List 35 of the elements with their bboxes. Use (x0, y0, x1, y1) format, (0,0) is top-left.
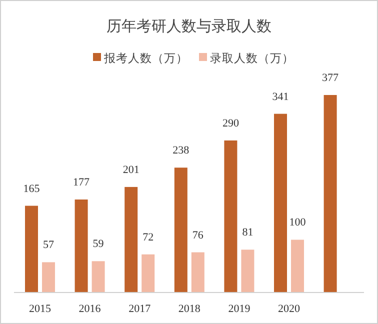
x-tick-label: 2015 (29, 303, 52, 315)
data-label: 72 (142, 231, 154, 244)
bar (25, 206, 38, 292)
x-tick-label: 2017 (128, 303, 152, 315)
data-label: 377 (322, 72, 340, 84)
x-tick-label: 2018 (178, 303, 201, 315)
data-label: 57 (43, 239, 54, 252)
legend-label: 报考人数（万） (103, 51, 188, 65)
data-label: 290 (222, 117, 240, 130)
x-tick-label: 2019 (228, 303, 251, 315)
data-label: 165 (23, 182, 40, 195)
data-label: 177 (73, 176, 90, 189)
data-label: 201 (122, 164, 140, 176)
data-label: 76 (192, 229, 204, 242)
chart-title: 历年考研人数与录取人数 (106, 17, 272, 35)
bar (42, 262, 55, 292)
data-label: 100 (289, 216, 306, 229)
data-label: 81 (242, 226, 254, 239)
data-label: 238 (172, 144, 190, 157)
bar (142, 254, 155, 292)
bar (324, 95, 337, 292)
bar (191, 252, 204, 292)
bar (174, 168, 188, 292)
bar (241, 250, 254, 292)
bar (92, 261, 105, 292)
bar (124, 186, 138, 292)
bar (224, 140, 238, 292)
legend-label: 录取人数（万） (210, 51, 294, 65)
bar (74, 200, 88, 292)
data-label: 341 (272, 90, 289, 103)
x-tick-label: 2020 (278, 303, 300, 315)
data-label: 59 (92, 238, 104, 250)
x-tick-label: 2016 (78, 303, 102, 315)
bar (274, 114, 287, 292)
bar (291, 240, 304, 292)
